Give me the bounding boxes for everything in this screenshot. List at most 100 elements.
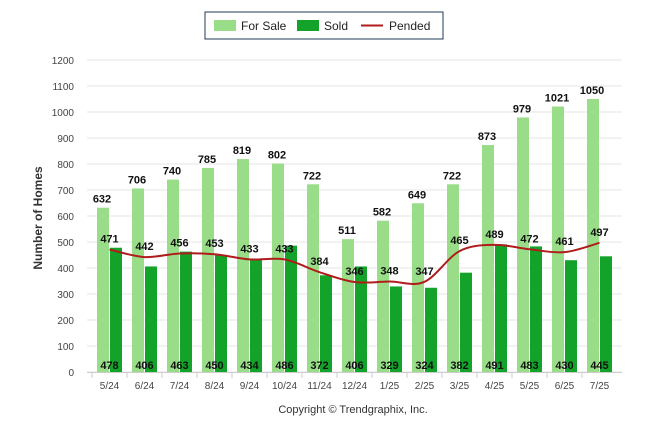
data-label-sold: 478 [100, 360, 118, 372]
bar-sold[interactable] [425, 287, 437, 372]
y-tick-label: 900 [57, 134, 74, 145]
legend-swatch-for-sale [214, 20, 236, 31]
y-tick-label: 700 [57, 186, 74, 197]
y-tick-label: 100 [57, 342, 74, 353]
data-label-pended: 465 [450, 235, 468, 247]
bar-sold[interactable] [180, 251, 192, 372]
data-label-for-sale: 722 [303, 170, 321, 182]
data-label-for-sale: 582 [373, 207, 391, 219]
bar-sold[interactable] [600, 256, 612, 372]
bar-sold[interactable] [495, 244, 507, 372]
data-label-for-sale: 1050 [580, 85, 604, 97]
y-tick-label: 300 [57, 290, 74, 301]
data-label-sold: 382 [450, 360, 468, 372]
bar-layer [97, 99, 612, 373]
data-label-for-sale: 785 [198, 154, 216, 166]
data-label-for-sale: 511 [338, 225, 356, 237]
copyright-text: Copyright © Trendgraphix, Inc. [278, 404, 427, 416]
data-label-pended: 461 [555, 236, 573, 248]
data-label-sold: 329 [380, 360, 398, 372]
legend-label-pended[interactable]: Pended [389, 19, 430, 33]
data-label-pended: 453 [205, 238, 223, 250]
data-label-pended: 433 [240, 243, 258, 255]
bar-for-sale[interactable] [132, 188, 144, 372]
bar-for-sale[interactable] [342, 239, 354, 372]
y-tick-label: 800 [57, 160, 74, 171]
bar-for-sale[interactable] [377, 220, 389, 372]
x-tick-label: 10/24 [272, 381, 297, 392]
x-tick-label: 9/24 [240, 381, 260, 392]
data-label-pended: 442 [135, 241, 153, 253]
data-label-pended: 471 [100, 234, 118, 246]
bar-sold[interactable] [250, 259, 262, 372]
bar-for-sale[interactable] [587, 99, 599, 372]
legend-label-sold[interactable]: Sold [324, 19, 348, 33]
bar-for-sale[interactable] [272, 163, 284, 372]
data-label-pended: 497 [590, 227, 608, 239]
data-label-sold: 463 [170, 360, 188, 372]
legend-label-for-sale[interactable]: For Sale [241, 19, 287, 33]
data-label-for-sale: 649 [408, 189, 426, 201]
data-label-for-sale: 632 [93, 194, 111, 206]
bar-for-sale[interactable] [517, 117, 529, 373]
data-label-sold: 450 [205, 360, 223, 372]
x-tick-label: 5/24 [100, 381, 120, 392]
data-label-pended: 433 [275, 243, 293, 255]
x-tick-label: 8/24 [205, 381, 225, 392]
bar-sold[interactable] [390, 286, 402, 372]
data-label-sold: 434 [240, 360, 259, 372]
pended-line-layer [109, 241, 600, 285]
data-label-for-sale: 722 [443, 170, 461, 182]
data-label-sold: 445 [590, 360, 608, 372]
data-label-sold: 430 [555, 360, 573, 372]
data-label-pended: 472 [520, 233, 538, 245]
bar-sold[interactable] [215, 255, 227, 372]
data-label-pended: 384 [310, 256, 329, 268]
bar-for-sale[interactable] [202, 167, 214, 372]
x-tick-label: 11/24 [307, 381, 332, 392]
legend-box [204, 11, 444, 40]
data-label-sold: 483 [520, 360, 538, 372]
x-tick-label: 3/25 [450, 381, 470, 392]
y-tick-label: 1100 [52, 82, 74, 93]
bar-for-sale[interactable] [307, 184, 319, 372]
bar-sold[interactable] [110, 247, 122, 372]
data-label-sold: 324 [415, 360, 434, 372]
bar-sold[interactable] [355, 266, 367, 372]
x-tick-label: 7/25 [590, 381, 610, 392]
data-label-sold: 486 [275, 360, 293, 372]
data-label-for-sale: 1021 [545, 93, 569, 105]
y-tick-label: 1000 [52, 108, 75, 119]
data-label-sold: 406 [345, 360, 363, 372]
data-label-for-sale: 740 [163, 166, 181, 178]
data-label-for-sale: 873 [478, 131, 496, 143]
y-tick-label: 0 [68, 368, 74, 379]
data-label-pended: 347 [415, 266, 433, 278]
bar-for-sale[interactable] [552, 106, 564, 372]
bar-for-sale[interactable] [447, 184, 459, 372]
x-tick-label: 1/25 [380, 381, 400, 392]
bar-sold[interactable] [320, 275, 332, 372]
bar-sold[interactable] [145, 266, 157, 372]
y-tick-label: 1200 [52, 56, 75, 67]
data-label-for-sale: 819 [233, 145, 251, 157]
bar-for-sale[interactable] [482, 145, 494, 372]
bar-for-sale[interactable] [167, 179, 179, 372]
data-label-for-sale: 802 [268, 149, 286, 161]
bar-for-sale[interactable] [412, 203, 424, 372]
bar-sold[interactable] [565, 260, 577, 372]
data-label-pended: 456 [170, 237, 188, 249]
data-label-pended: 348 [380, 266, 398, 278]
data-label-sold: 491 [485, 360, 503, 372]
legend[interactable]: For Sale Sold Pended [204, 11, 444, 40]
data-label-pended: 489 [485, 229, 503, 241]
bar-for-sale[interactable] [97, 207, 109, 372]
data-label-layer: 632 478 471 706 406 442 740 463 456 785 450 453 819 4… [93, 85, 609, 372]
y-tick-label: 600 [57, 212, 74, 223]
bar-sold[interactable] [460, 272, 472, 372]
pended-line[interactable] [109, 241, 600, 285]
bar-for-sale[interactable] [237, 159, 249, 372]
bar-sold[interactable] [530, 246, 542, 372]
bar-sold[interactable] [285, 245, 297, 372]
